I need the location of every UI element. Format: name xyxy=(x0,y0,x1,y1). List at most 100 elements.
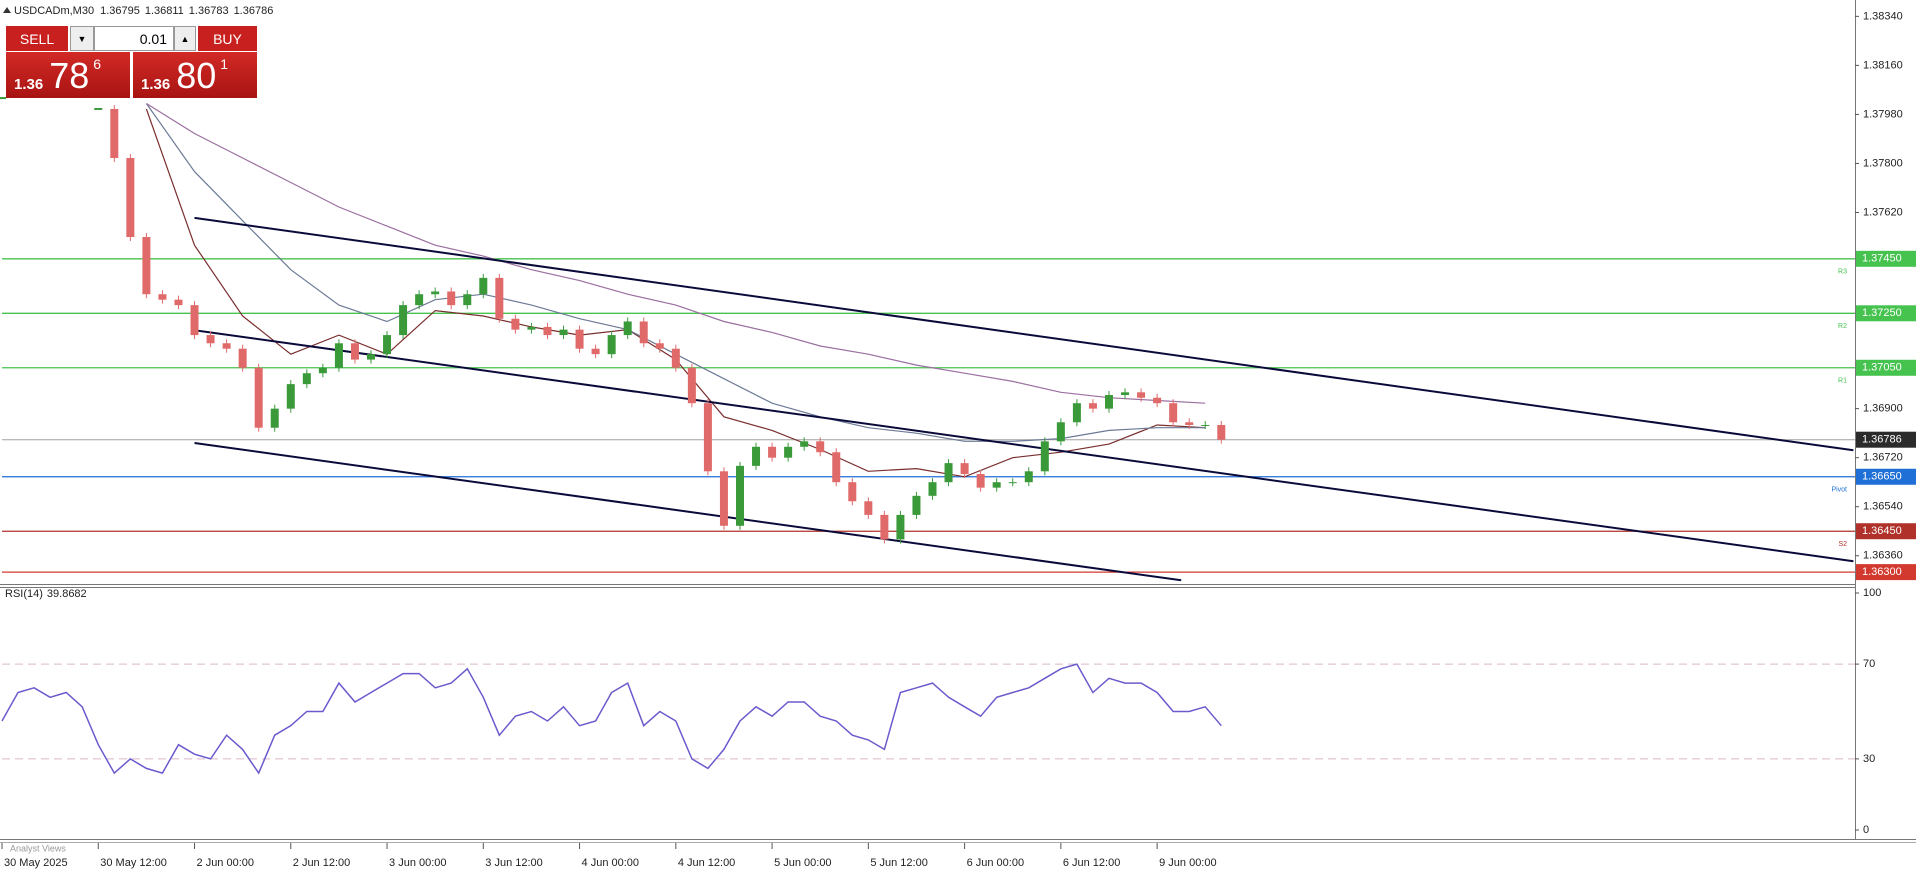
candle xyxy=(639,321,648,344)
candle xyxy=(543,326,552,336)
candle xyxy=(302,373,311,385)
level-tag xyxy=(1856,523,1916,540)
candle xyxy=(752,446,761,466)
price-fraction: 6 xyxy=(93,56,102,72)
ohlc-value: 1.36783 xyxy=(189,5,229,17)
candle xyxy=(1217,424,1226,440)
candle xyxy=(1040,441,1049,472)
candle xyxy=(928,482,937,496)
price-big: 1.36 xyxy=(141,76,171,93)
candle xyxy=(703,403,712,472)
y-tick-label: 0 xyxy=(1863,824,1869,836)
x-tick-label: 9 Jun 00:00 xyxy=(1159,857,1217,869)
sell-price[interactable]: 1.36 78 6 xyxy=(6,52,130,98)
rsi-value: 39.8682 xyxy=(47,588,87,600)
price-pips: 78 xyxy=(49,55,90,96)
moving-average xyxy=(146,102,1206,404)
level-tag-label: 1.36650 xyxy=(1862,471,1902,483)
candle xyxy=(575,329,584,349)
x-tick-label: 5 Jun 00:00 xyxy=(774,857,832,869)
x-tick-label: 6 Jun 12:00 xyxy=(1063,857,1121,869)
candle xyxy=(655,343,664,349)
symbol: USDCADm,M30 xyxy=(14,5,94,17)
candle xyxy=(318,367,327,374)
candle xyxy=(1201,424,1210,426)
collapse-icon[interactable] xyxy=(3,7,11,13)
level-name: R1 xyxy=(1838,378,1847,385)
price-big: 1.36 xyxy=(14,76,44,93)
ohlc-value: 1.36795 xyxy=(100,5,140,17)
candle xyxy=(1121,392,1130,396)
lot-input[interactable]: 0.01 xyxy=(94,26,174,51)
candle xyxy=(768,446,777,458)
candle xyxy=(607,335,616,355)
price-fraction: 1 xyxy=(220,56,229,72)
y-tick-label: 100 xyxy=(1863,587,1881,599)
candle xyxy=(864,501,873,515)
current-price-tag xyxy=(1856,431,1916,448)
candle xyxy=(1024,471,1033,483)
level-tag xyxy=(1856,359,1916,376)
candle xyxy=(687,367,696,404)
trendline xyxy=(194,329,1854,563)
x-tick-label: 6 Jun 00:00 xyxy=(967,857,1025,869)
lot-up[interactable]: ▲ xyxy=(174,26,196,51)
level-name: S2 xyxy=(1838,541,1847,548)
candle xyxy=(399,305,408,336)
candle xyxy=(142,237,151,295)
lot-down[interactable]: ▼ xyxy=(70,26,94,51)
candle xyxy=(126,158,135,238)
candle xyxy=(832,452,841,483)
candle xyxy=(383,335,392,355)
candle xyxy=(254,367,263,428)
level-name: R3 xyxy=(1838,269,1847,276)
y-tick-label: 1.38340 xyxy=(1863,10,1903,22)
candle xyxy=(719,471,728,526)
candle xyxy=(222,343,231,349)
candle xyxy=(671,348,680,368)
candle xyxy=(431,291,440,295)
buy-button[interactable]: BUY xyxy=(198,26,257,51)
y-tick-label: 1.36360 xyxy=(1863,550,1903,562)
x-tick-label: 2 Jun 12:00 xyxy=(293,857,351,869)
rsi-title: RSI(14) xyxy=(5,588,43,600)
x-tick-label: 2 Jun 00:00 xyxy=(197,857,255,869)
y-tick-label: 70 xyxy=(1863,658,1875,670)
candle xyxy=(463,294,472,306)
level-tag xyxy=(1856,305,1916,322)
price-pips: 80 xyxy=(176,55,217,96)
candle xyxy=(206,335,215,344)
candle xyxy=(286,384,295,409)
x-tick-label: 5 Jun 12:00 xyxy=(870,857,928,869)
level-tag-label: 1.37050 xyxy=(1862,362,1902,374)
level-tag xyxy=(1856,564,1916,581)
candle xyxy=(623,321,632,336)
candle xyxy=(880,514,889,540)
sell-button[interactable]: SELL xyxy=(6,26,68,51)
candle xyxy=(816,441,825,453)
tab-label[interactable]: Analyst Views xyxy=(10,843,66,853)
candle xyxy=(479,277,488,295)
candle xyxy=(591,348,600,355)
candle xyxy=(896,514,905,540)
x-tick-label: 3 Jun 12:00 xyxy=(485,857,543,869)
trendline xyxy=(194,442,1182,582)
candle xyxy=(495,277,504,319)
candle xyxy=(270,408,279,428)
level-name: Pivot xyxy=(1831,487,1847,494)
level-tag xyxy=(1856,250,1916,267)
rsi-line xyxy=(1,663,1222,775)
x-tick-label: 3 Jun 00:00 xyxy=(389,857,447,869)
level-tag xyxy=(1856,468,1916,485)
buy-price[interactable]: 1.36 80 1 xyxy=(133,52,257,98)
candle xyxy=(334,343,343,368)
candle xyxy=(415,294,424,306)
candle xyxy=(944,463,953,483)
candle xyxy=(1056,422,1065,442)
y-tick-label: 30 xyxy=(1863,753,1875,765)
level-tag-label: 1.37450 xyxy=(1862,253,1902,265)
y-tick-label: 1.37980 xyxy=(1863,108,1903,120)
trendline xyxy=(194,216,1854,452)
